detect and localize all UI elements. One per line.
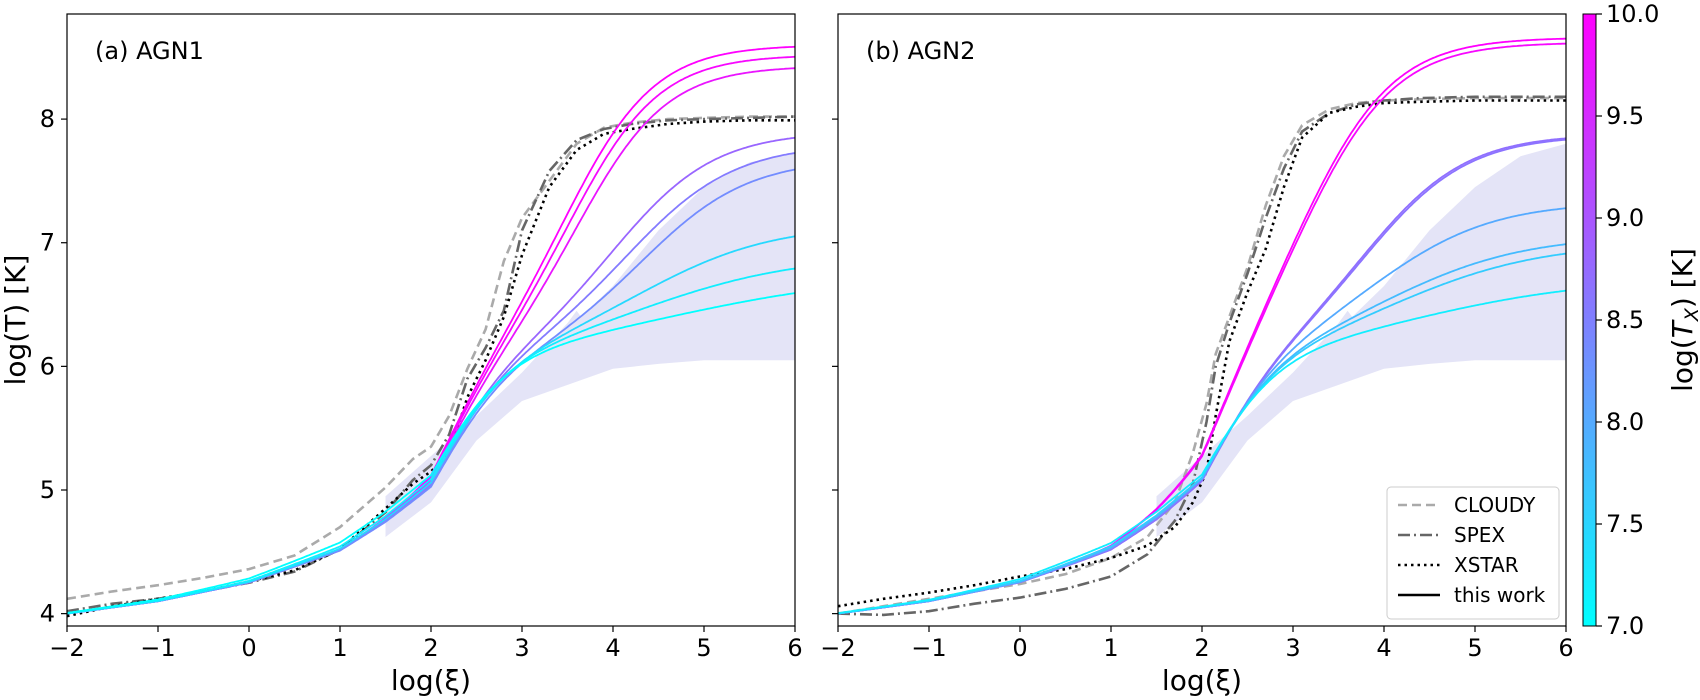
legend-label-xstar: XSTAR xyxy=(1454,553,1519,577)
shaded-range-band xyxy=(1156,143,1566,538)
colorbar-gradient xyxy=(1582,13,1597,627)
x-tick-label: 2 xyxy=(423,634,438,662)
legend: CLOUDY SPEX XSTAR this work xyxy=(1386,486,1560,620)
colorbar-label: log(TX) [K] xyxy=(1666,248,1700,392)
colorbar-tick-label: 8.5 xyxy=(1606,306,1644,334)
x-tick-label: 5 xyxy=(696,634,711,662)
x-axis-label: log(ξ) xyxy=(1162,664,1242,697)
colorbar-tick-label: 9.5 xyxy=(1606,102,1644,130)
series-line-xstar-2 xyxy=(838,99,1566,608)
x-tick-label: 6 xyxy=(787,634,802,662)
x-tick-label: 4 xyxy=(605,634,620,662)
series-line-this-work-9 xyxy=(838,252,1566,615)
colorbar-tick-label: 9.0 xyxy=(1606,204,1644,232)
y-axis-label: log(T) [K] xyxy=(0,255,32,386)
x-tick-label: −2 xyxy=(49,634,84,662)
colorbar-tick-label: 7.5 xyxy=(1606,510,1644,538)
legend-label-cloudy: CLOUDY xyxy=(1454,493,1536,517)
panel-label: (a) AGN1 xyxy=(95,37,204,65)
series-line-xstar-2 xyxy=(67,119,795,618)
y-tick-label: 5 xyxy=(40,476,55,504)
x-tick-label: 1 xyxy=(332,634,347,662)
x-tick-label: 2 xyxy=(1194,634,1209,662)
panel-agn2: −2 −1 0 1 2 3 4 5 6 (b) AGN2 log(ξ) CLOUDY SPEX … xyxy=(820,13,1574,697)
x-tick-label: 4 xyxy=(1376,634,1391,662)
legend-box xyxy=(1386,486,1560,620)
colorbar-tick-label: 10.0 xyxy=(1606,0,1659,28)
series-line-spex-1 xyxy=(838,95,1566,617)
x-tick-label: 0 xyxy=(1012,634,1027,662)
colorbar-tick-label: 8.0 xyxy=(1606,408,1644,436)
y-tick-label: 4 xyxy=(40,600,55,628)
colorbar: 7.0 7.5 8.0 8.5 9.0 9.5 10.0 log(TX) [K] xyxy=(1582,0,1700,640)
series-line-this-work-10 xyxy=(67,267,795,615)
x-tick-label: 6 xyxy=(1558,634,1573,662)
x-tick-label: 3 xyxy=(514,634,529,662)
legend-label-spex: SPEX xyxy=(1454,523,1505,547)
series-line-this-work-10 xyxy=(838,289,1566,614)
series-line-this-work-11 xyxy=(67,292,795,614)
y-tick-label: 7 xyxy=(40,229,55,257)
x-tick-label: 3 xyxy=(1285,634,1300,662)
shaded-range-band xyxy=(385,153,795,537)
x-tick-label: −1 xyxy=(911,634,946,662)
x-tick-label: −1 xyxy=(140,634,175,662)
series-line-spex-1 xyxy=(67,115,795,613)
y-tick-label: 6 xyxy=(40,352,55,380)
colorbar-tick-label: 7.0 xyxy=(1606,612,1644,640)
legend-label-this-work: this work xyxy=(1454,583,1546,607)
panel-agn1: −2 −1 0 1 2 3 4 5 6 4 5 6 7 8 (a) AGN1 log(ξ) log(T) … xyxy=(0,13,803,697)
y-tick-label: 8 xyxy=(40,105,55,133)
x-axis-label: log(ξ) xyxy=(391,664,471,697)
x-tick-label: 5 xyxy=(1467,634,1482,662)
x-tick-label: 1 xyxy=(1103,634,1118,662)
x-tick-label: −2 xyxy=(820,634,855,662)
x-tick-label: 0 xyxy=(241,634,256,662)
panel-label: (b) AGN2 xyxy=(866,37,975,65)
